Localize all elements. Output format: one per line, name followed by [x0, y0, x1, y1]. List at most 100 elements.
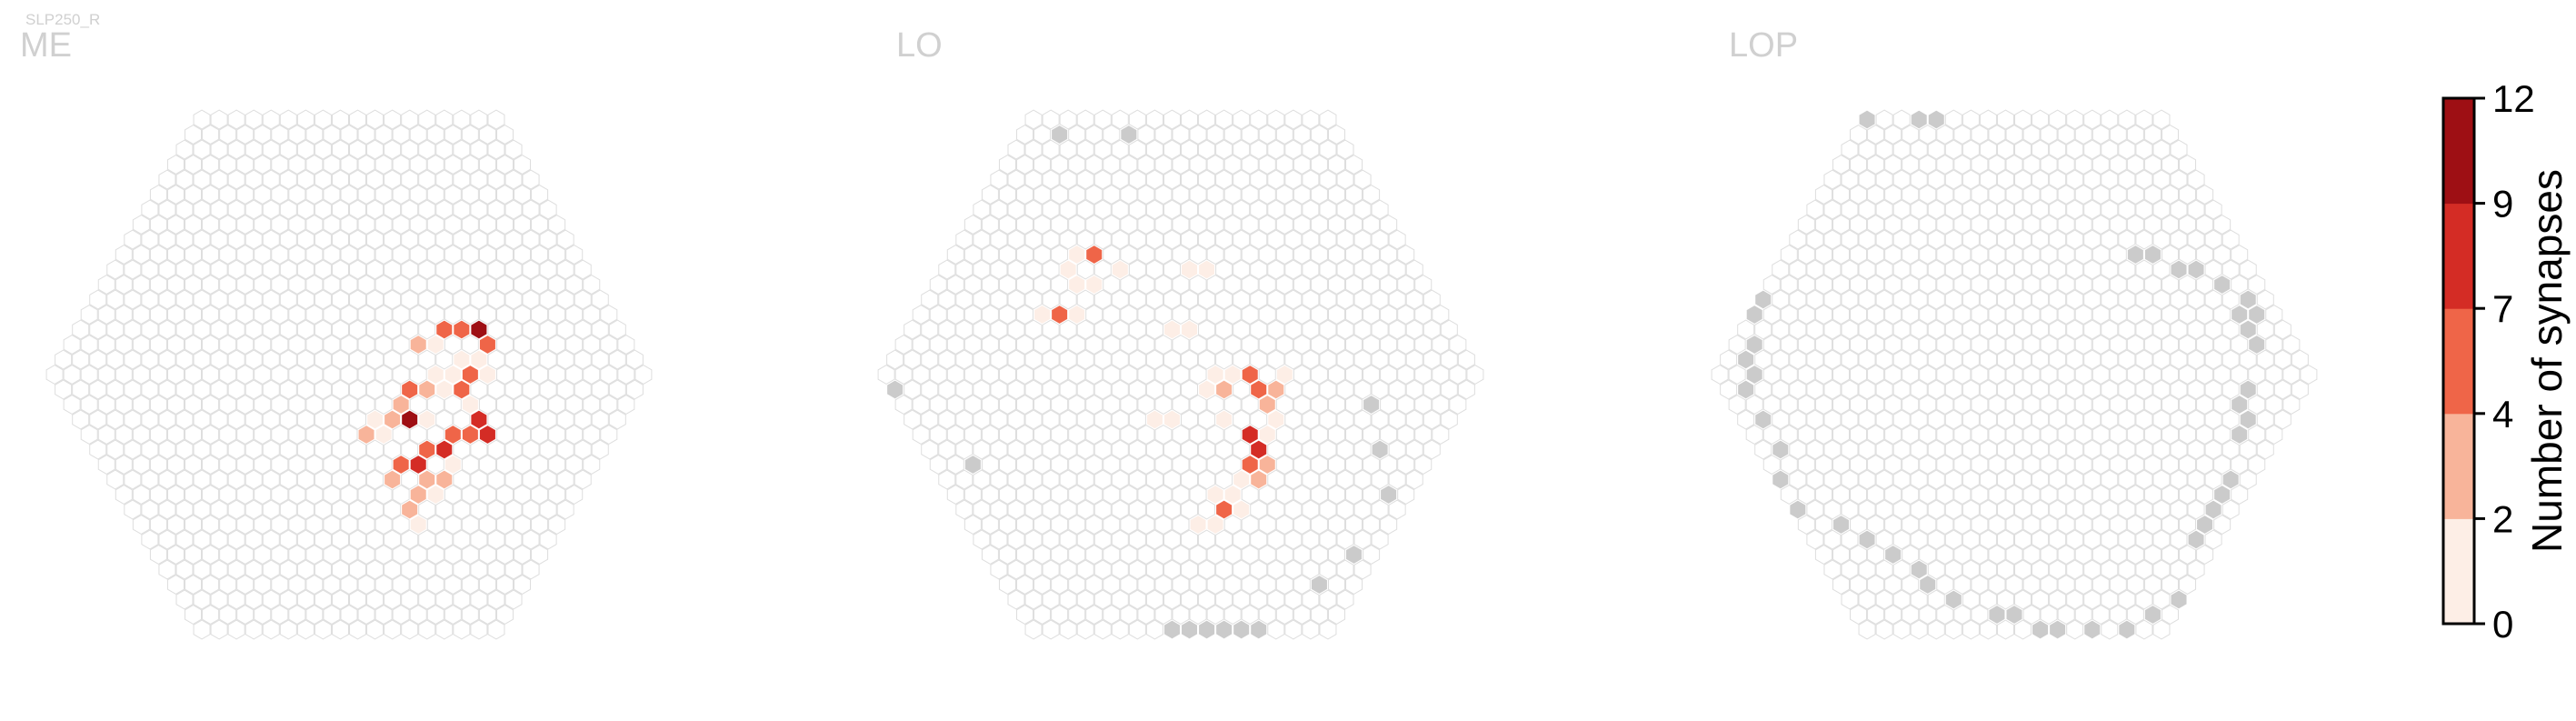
empty-hex — [166, 455, 185, 475]
empty-hex — [461, 545, 479, 565]
empty-hex — [2170, 199, 2188, 220]
empty-hex — [236, 425, 255, 445]
empty-hex — [1867, 425, 1885, 445]
empty-hex — [1093, 109, 1112, 130]
empty-hex — [1823, 469, 1842, 490]
empty-hex — [539, 259, 557, 280]
empty-hex — [565, 275, 584, 295]
empty-hex — [279, 109, 297, 130]
empty-hex — [314, 469, 332, 490]
empty-hex — [305, 125, 324, 145]
empty-hex — [1068, 185, 1086, 205]
empty-hex — [254, 155, 272, 175]
empty-hex — [1145, 349, 1163, 370]
empty-hex — [2170, 469, 2188, 490]
empty-hex — [106, 259, 125, 280]
empty-hex — [158, 289, 176, 310]
empty-hex — [1414, 305, 1433, 325]
missing-hex — [1858, 109, 1876, 130]
synapse-hex — [461, 395, 479, 415]
empty-hex — [1814, 485, 1832, 505]
missing-hex — [2213, 275, 2232, 295]
empty-hex — [185, 395, 203, 415]
empty-hex — [1189, 485, 1207, 505]
empty-hex — [1414, 455, 1433, 475]
empty-hex — [1241, 185, 1259, 205]
empty-hex — [366, 379, 384, 400]
empty-hex — [1163, 589, 1181, 610]
empty-hex — [964, 245, 982, 265]
empty-hex — [1007, 199, 1025, 220]
empty-hex — [2126, 605, 2144, 625]
empty-hex — [2204, 319, 2222, 340]
empty-hex — [1016, 185, 1034, 205]
empty-hex — [418, 109, 436, 130]
empty-hex — [1137, 335, 1155, 355]
empty-hex — [1910, 259, 1928, 280]
empty-hex — [340, 125, 358, 145]
empty-hex — [2204, 439, 2222, 460]
empty-hex — [271, 125, 289, 145]
empty-hex — [990, 409, 1008, 430]
empty-hex — [487, 349, 505, 370]
empty-hex — [504, 439, 523, 460]
empty-hex — [202, 335, 220, 355]
empty-hex — [279, 169, 297, 190]
empty-hex — [323, 365, 341, 385]
empty-hex — [539, 229, 557, 250]
empty-hex — [271, 455, 289, 475]
empty-hex — [1319, 379, 1337, 400]
empty-hex — [166, 275, 185, 295]
empty-hex — [2057, 245, 2075, 265]
empty-hex — [384, 319, 402, 340]
empty-hex — [2135, 349, 2153, 370]
empty-hex — [1111, 439, 1129, 460]
empty-hex — [990, 259, 1008, 280]
empty-hex — [2265, 395, 2283, 415]
synapse-hex — [366, 409, 384, 430]
empty-hex — [1858, 259, 1876, 280]
empty-hex — [384, 589, 402, 610]
empty-hex — [2014, 169, 2032, 190]
empty-hex — [1892, 379, 1911, 400]
empty-hex — [2291, 379, 2309, 400]
empty-hex — [1902, 515, 1920, 535]
empty-hex — [331, 559, 349, 580]
empty-hex — [384, 619, 402, 640]
empty-hex — [1319, 469, 1337, 490]
empty-hex — [1267, 349, 1285, 370]
empty-hex — [2248, 365, 2266, 385]
empty-hex — [1979, 619, 1997, 640]
empty-hex — [1884, 245, 1902, 265]
empty-hex — [1172, 575, 1190, 595]
empty-hex — [1120, 275, 1138, 295]
empty-hex — [219, 425, 237, 445]
empty-hex — [1258, 575, 1276, 595]
empty-hex — [279, 499, 297, 520]
empty-hex — [426, 455, 444, 475]
empty-hex — [487, 199, 505, 220]
empty-hex — [166, 155, 185, 175]
empty-hex — [2057, 545, 2075, 565]
empty-hex — [2187, 229, 2205, 250]
empty-hex — [1971, 455, 1989, 475]
empty-hex — [1163, 349, 1181, 370]
empty-hex — [149, 245, 167, 265]
empty-hex — [487, 439, 505, 460]
empty-hex — [531, 275, 549, 295]
empty-hex — [1953, 125, 1972, 145]
empty-hex — [227, 319, 245, 340]
empty-hex — [2101, 379, 2119, 400]
empty-hex — [998, 515, 1016, 535]
empty-hex — [1007, 559, 1025, 580]
missing-hex — [2239, 319, 2257, 340]
empty-hex — [1867, 215, 1885, 235]
empty-hex — [1103, 545, 1121, 565]
empty-hex — [2204, 199, 2222, 220]
empty-hex — [1944, 199, 1962, 220]
empty-hex — [236, 515, 255, 535]
empty-hex — [1024, 169, 1043, 190]
empty-hex — [461, 275, 479, 295]
empty-hex — [1258, 245, 1276, 265]
synapse-hex — [435, 319, 454, 340]
